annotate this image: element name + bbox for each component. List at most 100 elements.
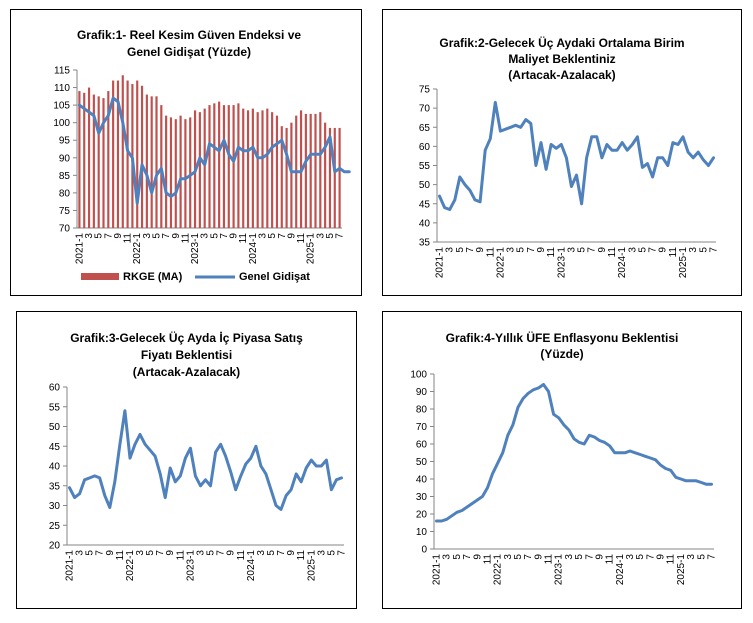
x-tick-label: 5 bbox=[85, 550, 96, 556]
data-point bbox=[469, 189, 471, 192]
data-point bbox=[529, 122, 532, 125]
x-tick-label: 9 bbox=[472, 554, 483, 560]
data-point bbox=[145, 174, 148, 177]
x-tick-label: 3 bbox=[142, 233, 153, 239]
rkge-bar bbox=[237, 103, 240, 228]
data-point bbox=[260, 465, 262, 467]
x-tick-label: 11 bbox=[605, 554, 616, 565]
y-tick-label: 55 bbox=[49, 402, 61, 413]
y-tick-label: 20 bbox=[416, 510, 428, 521]
data-point bbox=[229, 471, 232, 473]
x-tick-label: 9 bbox=[658, 247, 669, 253]
y-tick-label: 35 bbox=[49, 481, 61, 492]
data-point bbox=[481, 495, 484, 498]
data-point bbox=[333, 170, 336, 173]
data-point bbox=[659, 464, 662, 466]
rkge-bar bbox=[165, 115, 168, 228]
x-tick-label: 3 bbox=[688, 247, 699, 253]
x-tick-label: 3 bbox=[135, 550, 146, 556]
data-point bbox=[330, 488, 333, 491]
series-line bbox=[438, 100, 715, 211]
data-point bbox=[219, 443, 222, 446]
x-tick-label: 2025-1 bbox=[678, 247, 689, 279]
x-tick-label: 3 bbox=[316, 550, 327, 556]
rkge-bar bbox=[145, 94, 148, 228]
data-point bbox=[223, 139, 225, 142]
data-point bbox=[568, 429, 570, 431]
data-point bbox=[348, 170, 351, 173]
data-point bbox=[588, 434, 591, 437]
data-point bbox=[646, 162, 649, 165]
data-point bbox=[93, 474, 96, 477]
rkge-bar bbox=[290, 122, 293, 228]
x-tick-label: 3 bbox=[315, 233, 326, 239]
data-point bbox=[309, 153, 312, 156]
data-point bbox=[179, 177, 182, 180]
x-tick-label: 11 bbox=[238, 233, 249, 244]
rkge-bar bbox=[184, 119, 187, 228]
x-tick-label: 11 bbox=[115, 550, 126, 561]
data-point bbox=[343, 170, 346, 173]
x-tick-label: 2025-1 bbox=[306, 550, 317, 582]
data-point bbox=[666, 164, 669, 167]
data-point bbox=[606, 143, 608, 146]
data-point bbox=[712, 156, 715, 159]
data-point bbox=[103, 494, 106, 497]
data-point bbox=[692, 156, 695, 159]
data-point bbox=[486, 486, 489, 489]
x-tick-label: 7 bbox=[95, 550, 106, 556]
x-tick-label: 9 bbox=[475, 247, 486, 253]
x-tick-label: 7 bbox=[706, 554, 717, 560]
x-tick-label: 2024-1 bbox=[615, 554, 626, 586]
rkge-bar bbox=[261, 110, 264, 228]
rkge-bar bbox=[227, 105, 230, 228]
x-tick-label: 5 bbox=[455, 247, 466, 253]
data-point bbox=[674, 476, 677, 479]
data-point bbox=[461, 509, 463, 512]
data-point bbox=[184, 177, 187, 180]
data-point bbox=[214, 451, 217, 454]
x-tick-label: 2022-1 bbox=[125, 550, 136, 582]
data-point bbox=[275, 504, 277, 507]
data-point bbox=[707, 164, 710, 167]
x-tick-label: 5 bbox=[267, 233, 278, 239]
chart-title-line: (Artacak-Azalacak) bbox=[508, 68, 615, 82]
data-point bbox=[517, 406, 519, 409]
x-tick-label: 3 bbox=[195, 550, 206, 556]
x-tick-label: 3 bbox=[256, 550, 267, 556]
data-point bbox=[639, 453, 642, 456]
data-point bbox=[280, 139, 283, 142]
data-point bbox=[535, 164, 537, 167]
y-tick-label: 100 bbox=[410, 370, 427, 381]
x-tick-label: 11 bbox=[546, 247, 557, 258]
data-point bbox=[310, 459, 313, 461]
data-point bbox=[102, 121, 105, 124]
x-tick-label: 11 bbox=[236, 550, 247, 561]
x-tick-label: 11 bbox=[607, 247, 618, 258]
data-point bbox=[506, 434, 509, 437]
data-point bbox=[450, 514, 453, 517]
data-point bbox=[295, 170, 298, 173]
data-point bbox=[440, 520, 443, 522]
data-point bbox=[685, 479, 687, 482]
data-point bbox=[634, 451, 636, 454]
data-point bbox=[141, 163, 143, 166]
chart-title-line: Grafik:2-Gelecek Üç Aydaki Ortalama Biri… bbox=[439, 35, 684, 50]
data-point bbox=[448, 208, 451, 211]
data-point bbox=[527, 392, 530, 395]
data-point bbox=[537, 387, 540, 389]
data-point bbox=[504, 128, 507, 131]
chart-title-line: Grafik:3-Gelecek Üç Ayda İç Piyasa Satış bbox=[70, 330, 303, 345]
x-tick-label: 2024-1 bbox=[617, 247, 628, 279]
data-point bbox=[499, 130, 502, 132]
rkge-bar bbox=[121, 75, 124, 229]
x-tick-label: 9 bbox=[286, 550, 297, 556]
data-point bbox=[338, 167, 341, 170]
rkge-bar bbox=[285, 127, 288, 228]
data-point bbox=[585, 156, 588, 159]
data-point bbox=[218, 149, 221, 152]
x-tick-label: 9 bbox=[597, 247, 608, 253]
x-tick-label: 7 bbox=[161, 233, 172, 239]
data-point bbox=[107, 114, 110, 117]
data-point bbox=[629, 450, 631, 452]
